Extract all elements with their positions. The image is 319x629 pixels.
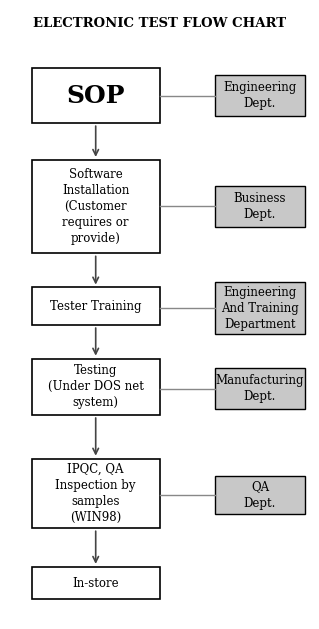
Text: Tester Training: Tester Training: [50, 300, 141, 313]
Text: QA
Dept.: QA Dept.: [244, 481, 276, 509]
Text: ELECTRONIC TEST FLOW CHART: ELECTRONIC TEST FLOW CHART: [33, 18, 286, 30]
Text: Manufacturing
Dept.: Manufacturing Dept.: [216, 374, 304, 403]
Bar: [32, 459, 160, 528]
Text: Testing
(Under DOS net
system): Testing (Under DOS net system): [48, 364, 144, 409]
Bar: [32, 287, 160, 325]
Text: Engineering
And Training
Department: Engineering And Training Department: [221, 286, 299, 331]
Text: IPQC, QA
Inspection by
samples
(WIN98): IPQC, QA Inspection by samples (WIN98): [56, 463, 136, 523]
Text: Software
Installation
(Customer
requires or
provide): Software Installation (Customer requires…: [62, 168, 130, 245]
Text: In-store: In-store: [72, 577, 119, 589]
Bar: [215, 476, 305, 514]
Bar: [32, 68, 160, 123]
Text: SOP: SOP: [66, 84, 125, 108]
Bar: [215, 282, 305, 334]
Bar: [32, 359, 160, 415]
Text: Engineering
Dept.: Engineering Dept.: [223, 81, 297, 110]
Bar: [215, 75, 305, 116]
Bar: [215, 186, 305, 226]
Text: Business
Dept.: Business Dept.: [234, 192, 286, 221]
Bar: [32, 160, 160, 253]
Bar: [215, 368, 305, 409]
Bar: [32, 567, 160, 599]
